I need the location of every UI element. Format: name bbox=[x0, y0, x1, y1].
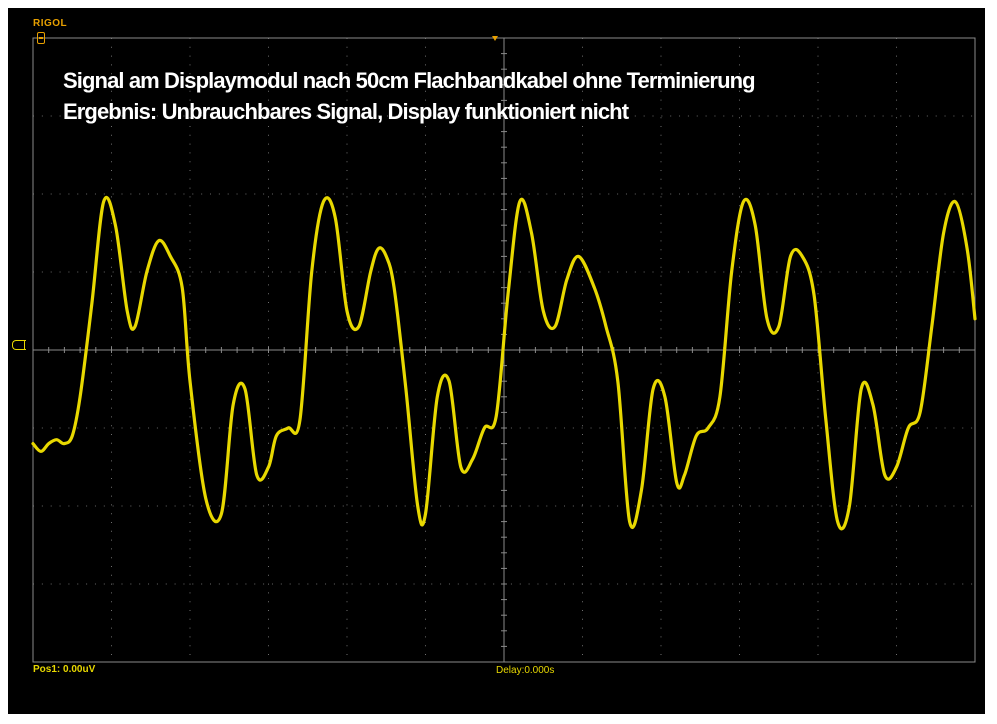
waveform-trace-ch1 bbox=[31, 195, 977, 531]
channel-1-marker bbox=[12, 339, 26, 350]
annotation-line-1: Signal am Displaymodul nach 50cm Flachba… bbox=[63, 68, 756, 93]
graticule-border bbox=[32, 37, 976, 663]
position-readout: Pos1: 0.00uV bbox=[33, 664, 96, 675]
delay-readout: Delay:0.000s bbox=[496, 665, 555, 676]
oscilloscope-screen: RIGOL Signal am Displaymodul nach 50cm F… bbox=[8, 8, 985, 714]
trigger-time-marker bbox=[492, 36, 498, 41]
waveform-display bbox=[31, 37, 977, 663]
trigger-status-icon bbox=[37, 32, 45, 44]
trace-layer bbox=[31, 195, 977, 531]
annotation-line-2: Ergebnis: Unbrauchbares Signal, Display … bbox=[63, 99, 629, 124]
brand-logo: RIGOL bbox=[33, 18, 68, 29]
